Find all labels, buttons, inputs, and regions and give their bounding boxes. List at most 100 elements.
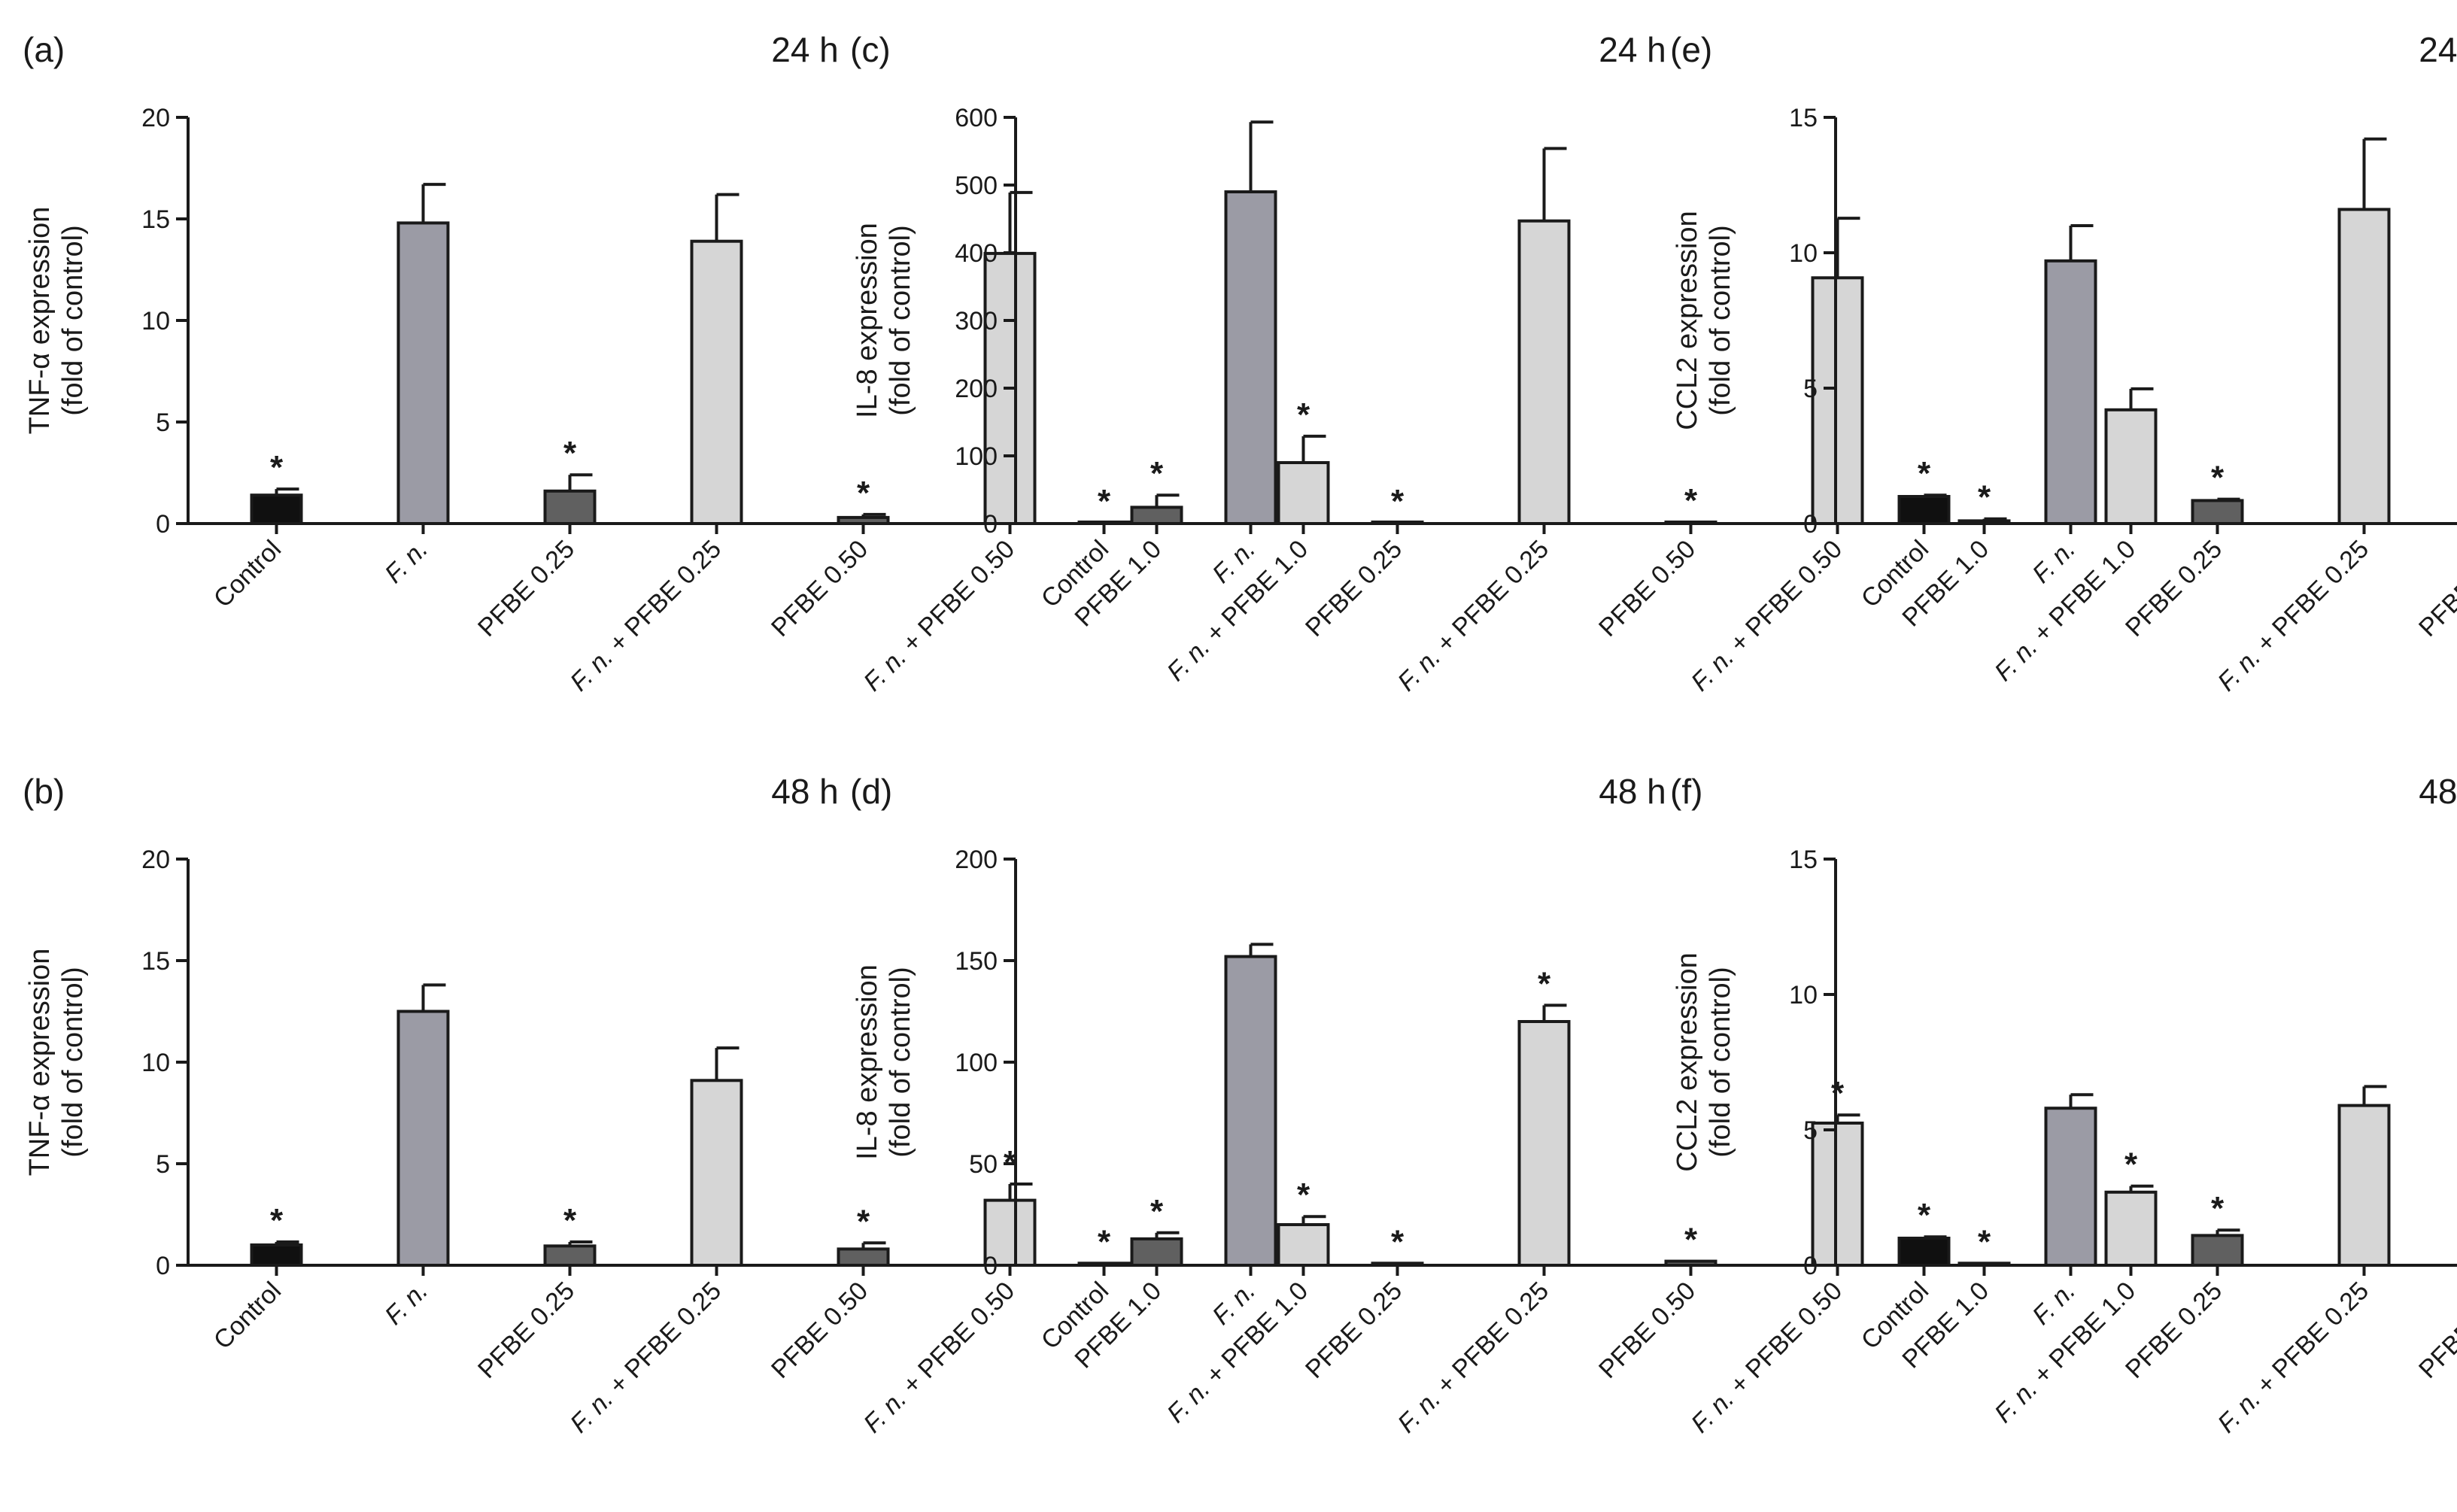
significance-marker: * (1150, 455, 1164, 492)
bar (1371, 521, 1424, 525)
panel-d: (d) 48 hIL-8 expression(fold of control)0… (850, 772, 2204, 1438)
category-label: Control (208, 1277, 287, 1355)
y-tick-label: 200 (955, 846, 998, 874)
y-tick-label: 0 (156, 510, 170, 539)
y-tick-label: 0 (1803, 1252, 1818, 1280)
bar (1277, 1223, 1330, 1267)
significance-marker: * (270, 1202, 284, 1239)
bar (396, 1010, 450, 1267)
category-label: F. n. + PFBE 0.50 (1686, 1277, 1848, 1439)
y-tick-label: 50 (969, 1150, 998, 1179)
category-label: F. n. + PFBE 0.25 (565, 1277, 727, 1439)
category-label: F. n. (2027, 535, 2081, 589)
panel-letter: (b) (23, 772, 65, 811)
y-axis-label: IL-8 expression(fold of control) (852, 964, 916, 1160)
category-label: F. n. + PFBE 0.50 (1686, 535, 1848, 697)
category-label: Control (208, 535, 287, 613)
significance-marker: * (1098, 1223, 1111, 1260)
significance-marker: * (1297, 396, 1311, 433)
category-label: F. n. + PFBE 0.25 (565, 535, 727, 697)
panel-title: 24 h (1599, 30, 1666, 69)
bar (1224, 955, 1277, 1267)
y-tick-label: 100 (955, 1049, 998, 1077)
panel-title: 24 h (2419, 30, 2457, 69)
panel-letter: (e) (1670, 30, 1712, 69)
y-axis-label-line: IL-8 expression (852, 223, 883, 418)
bar (543, 489, 597, 525)
category-label: PFBE 0.25 (472, 535, 580, 642)
y-tick-label: 5 (1803, 375, 1818, 403)
bar (1371, 1262, 1424, 1268)
y-axis-label-line: (fold of control) (1705, 225, 1736, 415)
bar (1130, 1237, 1183, 1268)
category-label: F. n. + PFBE 0.25 (1393, 1277, 1555, 1439)
significance-marker: * (1978, 479, 1991, 516)
y-tick-label: 0 (983, 1252, 998, 1280)
bar (690, 1079, 743, 1268)
y-tick-label: 15 (141, 947, 170, 976)
bar (250, 1243, 303, 1267)
panel-title: 24 h (771, 30, 839, 69)
bar (1077, 1262, 1131, 1268)
significance-marker: * (1150, 1193, 1164, 1230)
significance-marker: * (857, 475, 870, 512)
bar (2044, 259, 2097, 525)
category-label: F. n. + PFBE 0.50 (858, 535, 1021, 697)
panel-letter: (f) (1670, 772, 1702, 811)
significance-marker: * (2211, 1190, 2225, 1227)
bar (1517, 1020, 1571, 1267)
panel-title: 48 h (1599, 772, 1666, 811)
significance-marker: * (1831, 1075, 1845, 1112)
y-tick-label: 5 (156, 1150, 170, 1179)
y-tick-label: 5 (156, 408, 170, 437)
category-label: PFBE 0.50 (2413, 535, 2457, 642)
bar (2104, 1190, 2158, 1268)
bar (1077, 521, 1131, 525)
category-label: F. n. + PFBE 0.50 (858, 1277, 1021, 1439)
significance-marker: * (857, 1203, 870, 1240)
bar (2191, 1234, 2244, 1268)
panel-letter: (a) (23, 30, 65, 69)
y-axis-label-line: CCL2 expression (1672, 211, 1703, 430)
y-tick-label: 0 (1803, 510, 1818, 539)
y-axis-label-line: (fold of control) (1705, 967, 1736, 1157)
bar (1811, 1122, 1864, 1267)
bar (543, 1244, 597, 1267)
y-axis-label-line: CCL2 expression (1672, 952, 1703, 1171)
y-axis-label-line: IL-8 expression (852, 964, 883, 1160)
y-axis-label: TNF-α expression(fold of control) (24, 949, 89, 1177)
y-axis-label-line: (fold of control) (885, 225, 916, 415)
significance-marker: * (2124, 1146, 2138, 1183)
bar (1897, 1237, 1951, 1267)
y-axis-label-line: (fold of control) (57, 967, 89, 1157)
y-axis-label: CCL2 expression(fold of control) (1672, 211, 1736, 430)
y-tick-label: 0 (983, 510, 998, 539)
significance-marker: * (1297, 1177, 1311, 1213)
category-label: PFBE 0.25 (1300, 535, 1408, 642)
bar (1811, 276, 1864, 525)
significance-marker: * (1538, 965, 1551, 1002)
bar (1517, 219, 1571, 525)
significance-marker: * (1978, 1223, 1991, 1260)
significance-marker: * (1391, 1223, 1405, 1260)
panel-letter: (d) (850, 772, 892, 811)
significance-marker: * (563, 1202, 577, 1239)
significance-marker: * (1684, 1222, 1698, 1258)
y-tick-label: 100 (955, 442, 998, 471)
bar (2191, 499, 2244, 526)
y-tick-label: 400 (955, 239, 998, 268)
y-tick-label: 150 (955, 947, 998, 976)
y-tick-label: 5 (1803, 1116, 1818, 1145)
bar (2044, 1107, 2097, 1267)
category-label: F. n. + PFBE 0.25 (1393, 535, 1555, 697)
y-axis-label-line: TNF-α expression (24, 949, 56, 1177)
y-tick-label: 20 (141, 846, 170, 874)
bar (2337, 1104, 2391, 1267)
category-label: F. n. (2027, 1277, 2081, 1331)
category-label: F. n. (379, 1277, 433, 1331)
y-axis-label-line: (fold of control) (885, 967, 916, 1157)
category-label: PFBE 0.50 (1593, 1277, 1701, 1384)
